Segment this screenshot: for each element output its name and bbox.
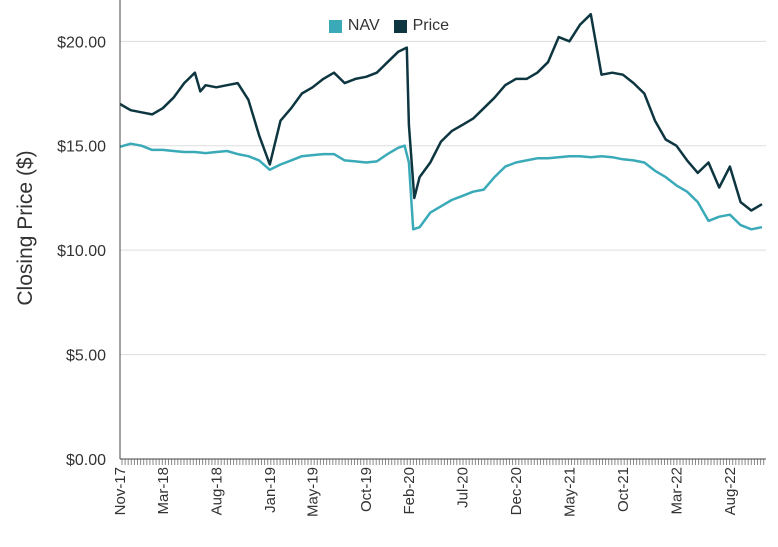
legend-swatch-price	[393, 19, 407, 33]
gridlines	[120, 40, 766, 356]
legend-item-price[interactable]: Price	[393, 17, 450, 35]
x-tick-label: Oct-21	[615, 467, 632, 512]
y-tick-label: $10.00	[57, 243, 106, 260]
x-tick-label: Aug-18	[208, 467, 225, 515]
y-tick-label: $0.00	[66, 452, 106, 469]
x-tick-label: Jul-20	[454, 467, 471, 508]
y-tick-label: $5.00	[66, 348, 106, 365]
x-tick-label: Dec-20	[508, 467, 525, 515]
legend-label-nav: NAV	[347, 17, 380, 34]
legend-swatch-nav	[328, 19, 342, 33]
legend-label-price: Price	[412, 17, 450, 34]
series-line-price	[119, 12, 763, 212]
x-tick-label: May-19	[305, 467, 322, 517]
y-axis-ticks: $0.00 $5.00 $10.00 $15.00 $20.00	[57, 34, 106, 469]
y-tick-label: $20.00	[57, 34, 106, 51]
series-line-nav	[119, 142, 763, 231]
x-tick-label: Nov-17	[112, 467, 129, 515]
legend-item-nav[interactable]: NAV	[328, 17, 380, 35]
x-tick-label: Oct-19	[358, 467, 375, 512]
x-axis-ticks: Nov-17 Mar-18 Aug-18 Jan-19 May-19 Oct-19 Feb-…	[112, 467, 739, 517]
x-tick-label: Aug-22	[722, 467, 739, 515]
x-tick-label: Mar-18	[155, 467, 172, 515]
x-axis-minor-ticks	[121, 459, 765, 465]
y-tick-label: $15.00	[57, 139, 106, 156]
x-tick-label: Feb-20	[401, 467, 418, 515]
x-tick-label: Mar-22	[668, 467, 685, 515]
series-lines	[119, 12, 763, 231]
y-axis-label: Closing Price ($)	[14, 150, 37, 306]
x-tick-label: Jan-19	[262, 467, 279, 513]
chart-legend: NAV Price	[0, 17, 778, 35]
x-tick-label: May-21	[561, 467, 578, 517]
